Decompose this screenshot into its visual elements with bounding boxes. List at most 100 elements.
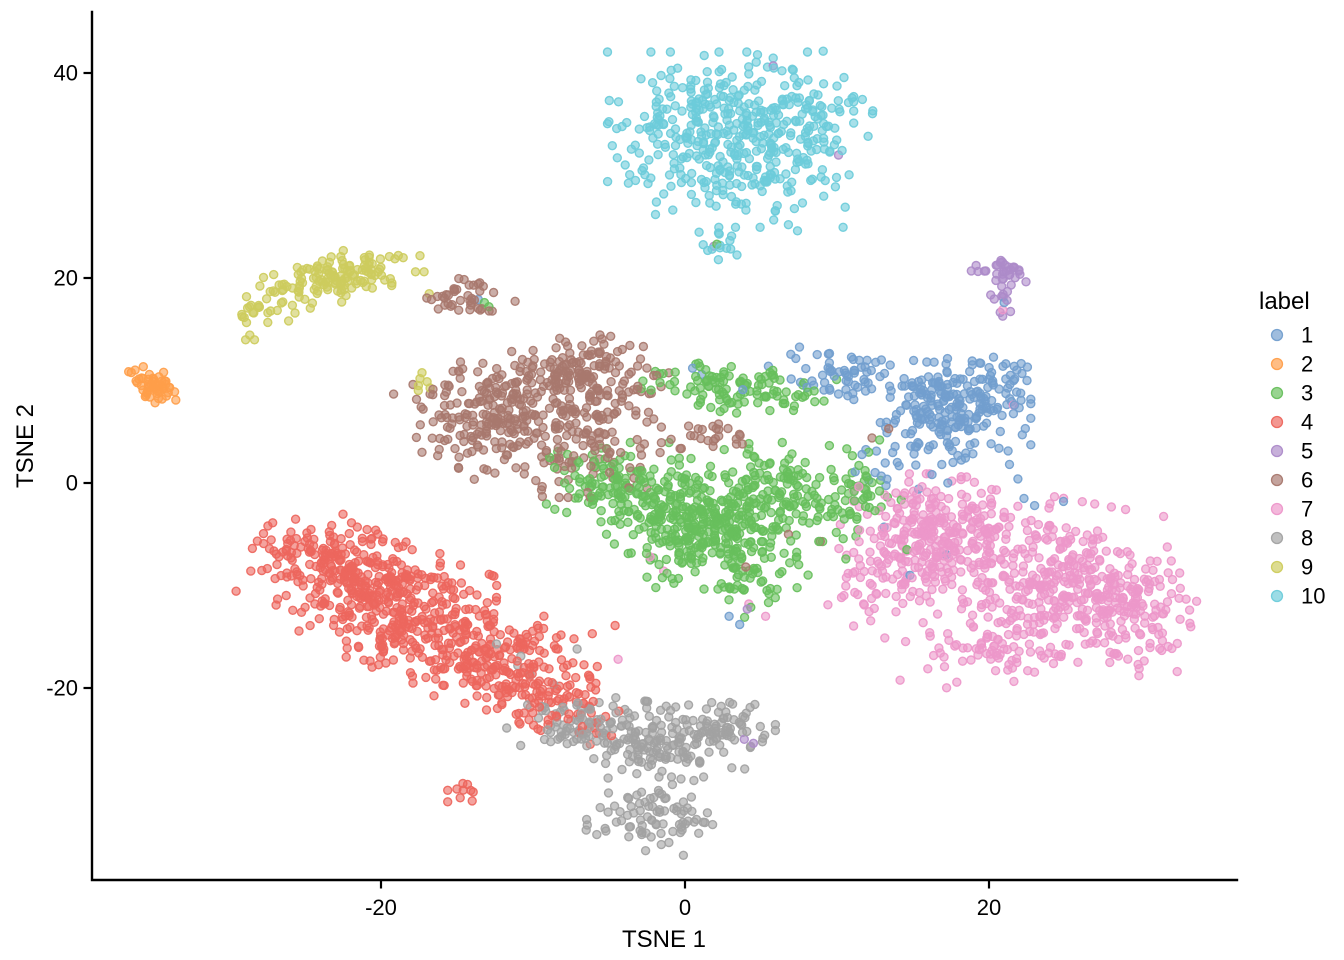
data-point xyxy=(922,357,932,367)
data-point xyxy=(727,397,737,408)
data-point xyxy=(989,641,1000,651)
data-point xyxy=(653,129,663,139)
data-point xyxy=(656,828,666,839)
data-point xyxy=(1026,440,1036,450)
data-point xyxy=(410,267,421,277)
data-point xyxy=(898,515,909,525)
data-point xyxy=(838,534,848,544)
data-point xyxy=(708,117,718,128)
data-point xyxy=(843,376,853,387)
data-point xyxy=(742,47,752,57)
data-point xyxy=(704,747,714,757)
data-point xyxy=(682,389,692,399)
data-point xyxy=(748,738,759,748)
data-point xyxy=(775,506,786,517)
data-point xyxy=(1025,647,1036,657)
data-point xyxy=(555,420,565,430)
data-point xyxy=(711,99,722,109)
data-point xyxy=(496,391,507,401)
data-point xyxy=(531,475,541,486)
data-point xyxy=(917,482,927,492)
data-point xyxy=(757,379,767,390)
data-point xyxy=(739,102,749,112)
data-point xyxy=(342,624,352,634)
data-point xyxy=(803,75,813,85)
data-point xyxy=(675,163,685,173)
data-point xyxy=(495,426,506,436)
data-point xyxy=(748,543,759,553)
data-point xyxy=(324,257,335,267)
data-point xyxy=(360,263,371,273)
data-point xyxy=(678,747,688,757)
data-point xyxy=(415,373,425,384)
data-point xyxy=(1055,536,1065,547)
data-point xyxy=(890,518,900,529)
data-point xyxy=(309,284,319,295)
data-point xyxy=(713,255,724,265)
data-point xyxy=(632,434,642,445)
data-point xyxy=(458,678,468,688)
data-point xyxy=(976,488,986,498)
data-point xyxy=(865,556,876,566)
data-point xyxy=(328,620,339,631)
data-point xyxy=(732,543,742,553)
data-point xyxy=(365,656,375,666)
data-point xyxy=(592,661,602,672)
data-point xyxy=(790,115,801,126)
data-point xyxy=(858,599,869,609)
data-point xyxy=(264,544,275,554)
data-point xyxy=(329,539,340,550)
data-point xyxy=(351,279,361,289)
data-point xyxy=(615,519,625,529)
data-point xyxy=(823,363,833,373)
data-point xyxy=(288,605,298,615)
data-point xyxy=(575,380,585,390)
data-point xyxy=(1166,589,1177,599)
data-point xyxy=(1022,375,1032,386)
data-point xyxy=(1119,606,1129,617)
data-point xyxy=(541,445,552,456)
data-point xyxy=(478,358,488,368)
data-point xyxy=(683,421,694,431)
data-point xyxy=(495,630,505,640)
data-point xyxy=(340,549,351,559)
data-point xyxy=(1011,387,1022,397)
data-point xyxy=(705,461,716,471)
data-point xyxy=(1094,594,1104,604)
data-point xyxy=(962,643,973,653)
data-point xyxy=(756,577,766,587)
data-point xyxy=(304,264,315,274)
y-tick-label: 20 xyxy=(54,266,78,291)
data-point xyxy=(515,719,525,729)
data-point xyxy=(961,472,972,482)
data-point xyxy=(742,115,752,126)
data-point xyxy=(1185,618,1195,628)
data-point xyxy=(813,512,823,522)
data-point xyxy=(637,757,647,767)
data-point xyxy=(692,375,703,386)
data-point xyxy=(427,598,437,608)
data-point xyxy=(553,443,563,453)
data-point xyxy=(758,526,768,536)
data-point xyxy=(933,399,943,409)
data-point xyxy=(689,729,699,740)
data-point xyxy=(779,119,789,130)
data-point xyxy=(440,391,450,401)
data-point xyxy=(880,458,890,468)
data-point xyxy=(899,499,910,509)
data-point xyxy=(1084,574,1094,584)
data-point xyxy=(295,276,305,286)
data-point xyxy=(849,106,859,116)
data-point xyxy=(786,374,796,384)
data-point xyxy=(830,182,841,192)
data-point xyxy=(670,140,681,151)
data-point xyxy=(789,203,800,214)
data-point xyxy=(721,538,731,549)
data-point xyxy=(635,825,645,836)
data-point xyxy=(502,684,512,695)
data-point xyxy=(554,492,564,503)
data-point xyxy=(878,528,889,538)
data-point xyxy=(854,460,864,471)
data-point xyxy=(1013,501,1023,511)
data-point xyxy=(823,494,834,505)
